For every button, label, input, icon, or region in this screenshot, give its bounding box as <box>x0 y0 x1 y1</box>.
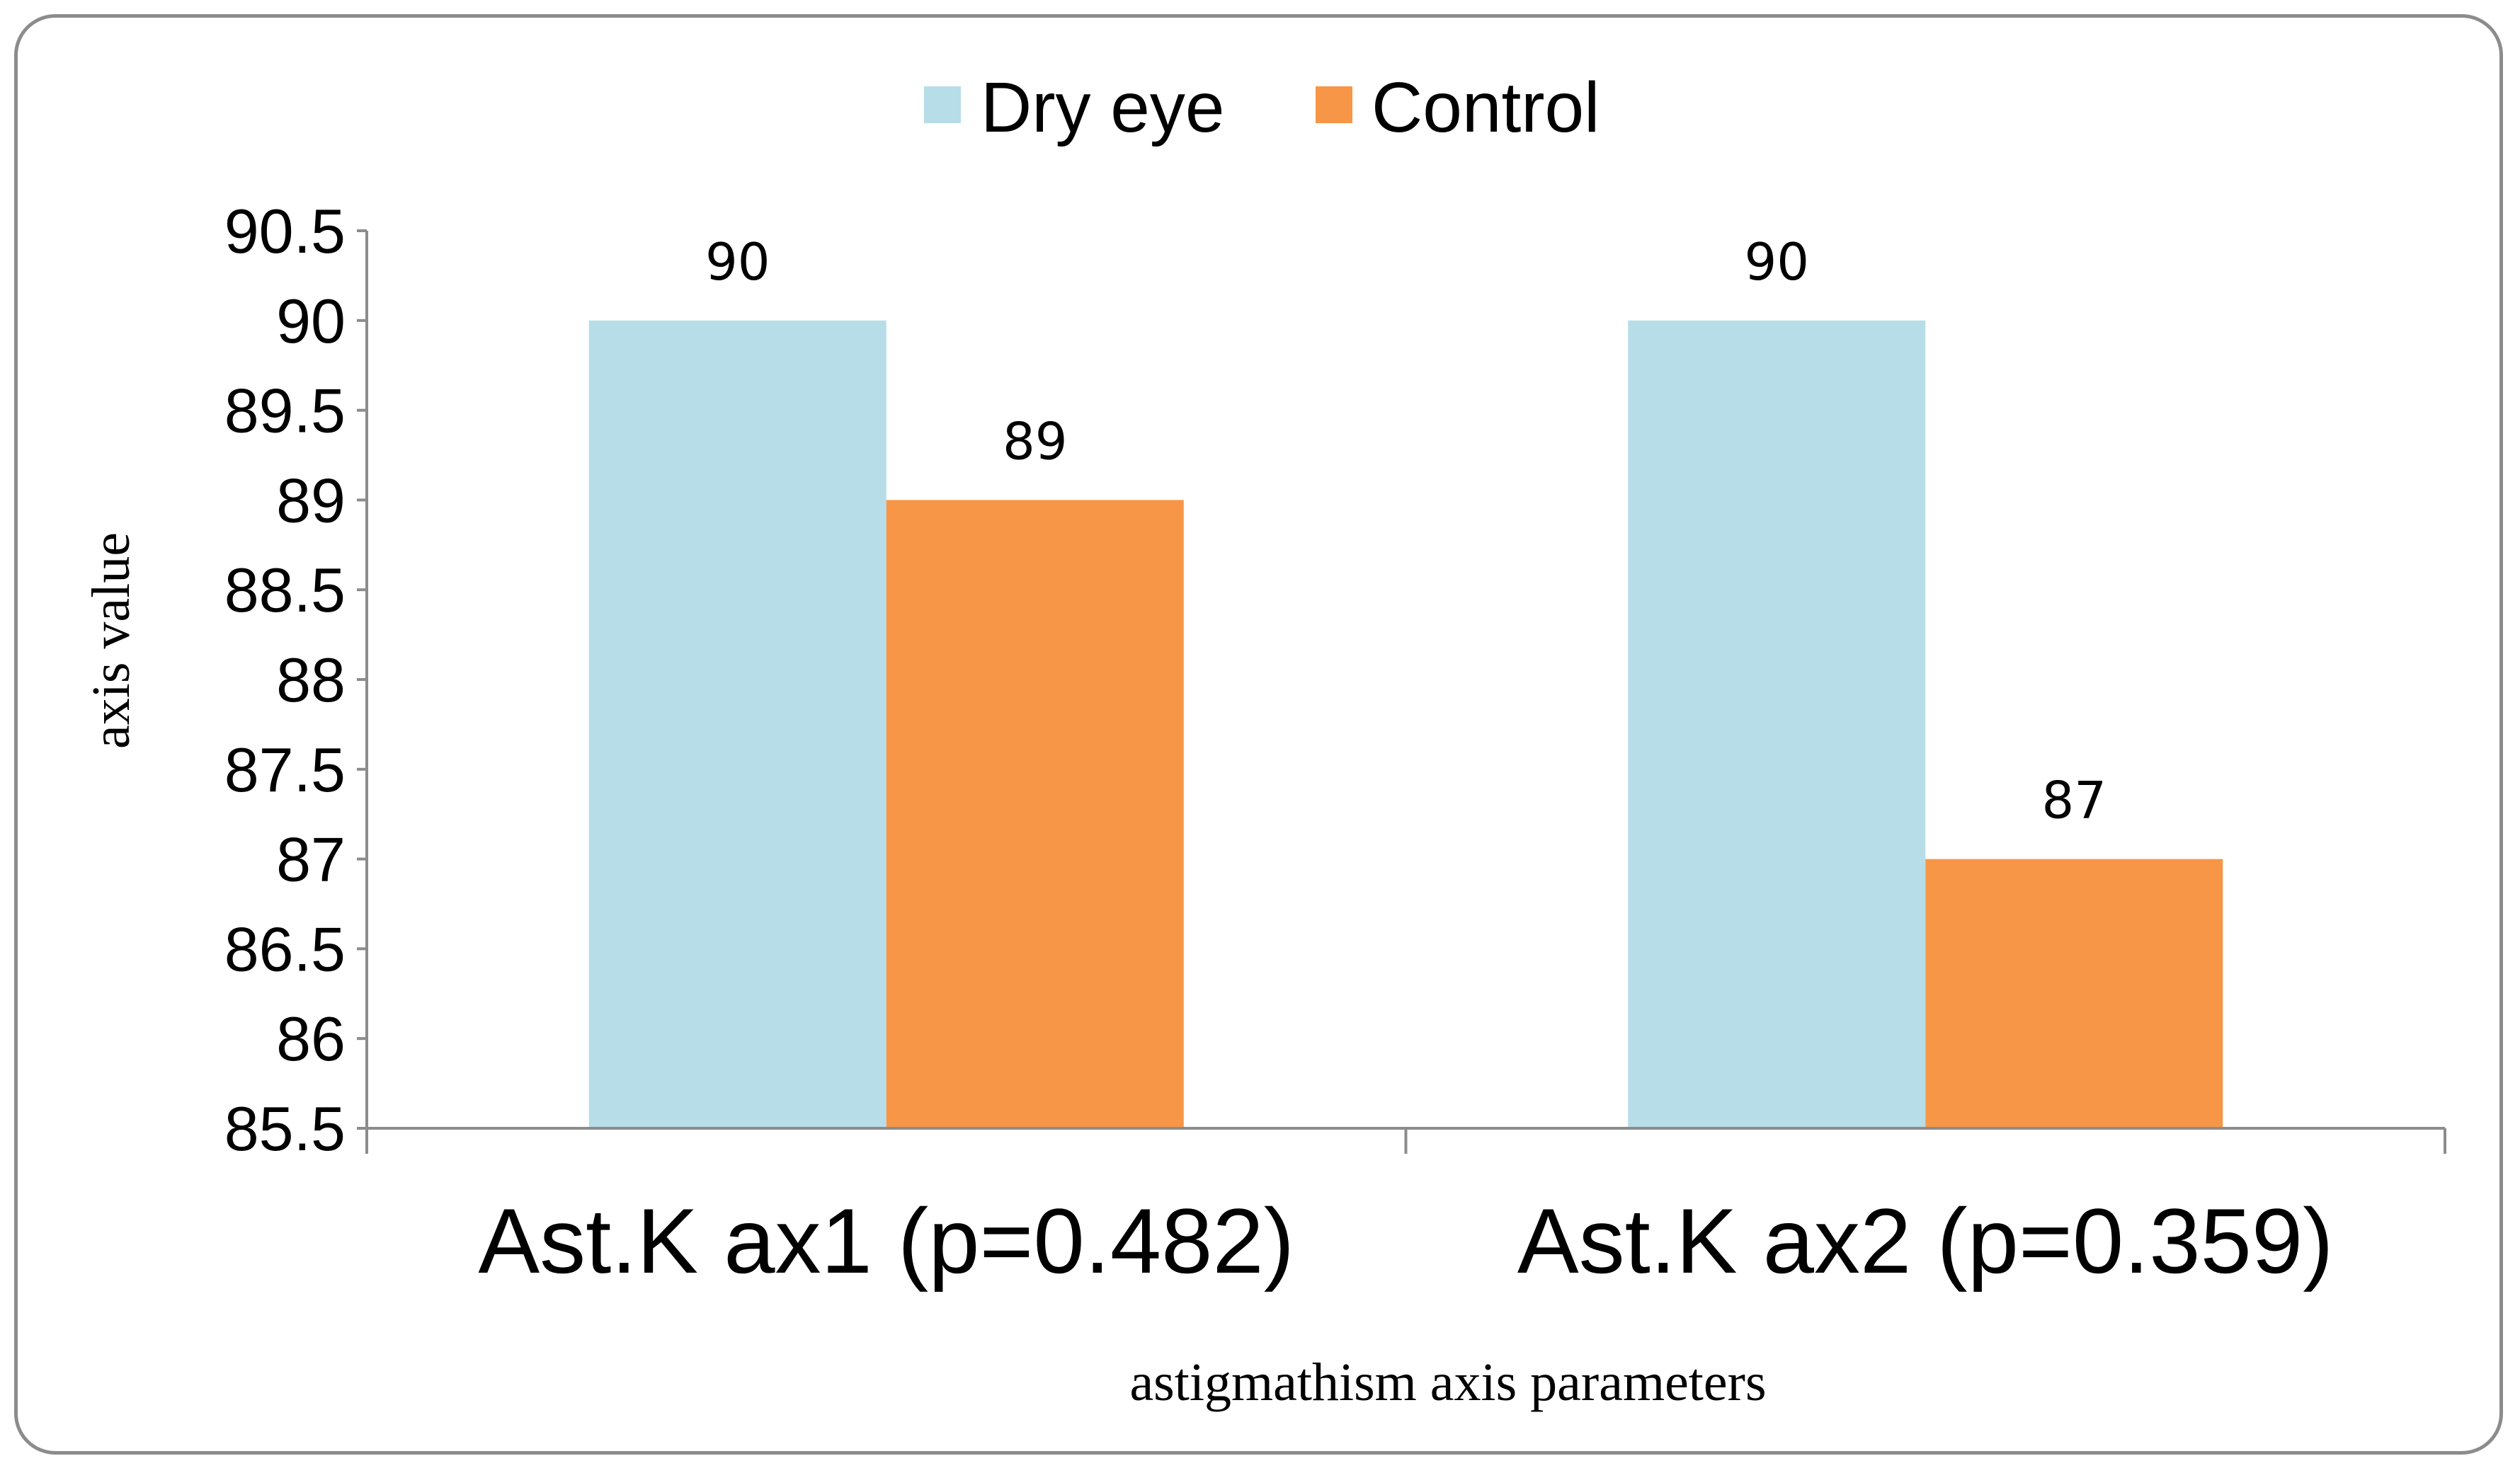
bar-control <box>1925 859 2223 1128</box>
data-labels: 90 89 90 87 <box>705 232 2106 830</box>
legend: Dry eye Control <box>924 68 1600 147</box>
data-label: 87 <box>2041 771 2106 830</box>
bars <box>588 320 2223 1128</box>
x-category-label: Ast.K ax2 (p=0.359) <box>1517 1189 2334 1293</box>
y-tick-label: 87.5 <box>224 735 346 805</box>
legend-swatch-dry-eye <box>924 86 961 123</box>
chart-frame <box>14 14 2503 1455</box>
y-tick-label: 90.5 <box>224 196 346 266</box>
x-axis-ticks <box>365 1128 2446 1154</box>
x-axis-categories: Ast.K ax1 (p=0.482) Ast.K ax2 (p=0.359) <box>478 1189 2333 1293</box>
y-tick-label: 89 <box>276 465 346 535</box>
legend-swatch-control <box>1316 86 1352 123</box>
y-tick-label: 86.5 <box>224 914 346 984</box>
y-tick-label: 87 <box>276 825 346 895</box>
data-label: 90 <box>1744 232 1809 292</box>
y-tick-label: 89.5 <box>224 376 346 446</box>
bar-dry-eye <box>588 320 886 1128</box>
legend-label-control: Control <box>1372 68 1600 147</box>
legend-label-dry-eye: Dry eye <box>981 68 1225 147</box>
y-tick-label: 86 <box>276 1004 346 1074</box>
bar-dry-eye <box>1628 320 1926 1128</box>
x-axis-title: astigmathism axis parameters <box>1129 1353 1766 1412</box>
x-category-label: Ast.K ax1 (p=0.482) <box>478 1189 1294 1293</box>
y-tick-label: 90 <box>276 286 346 356</box>
y-tick-label: 88.5 <box>224 555 346 625</box>
data-label: 89 <box>1003 411 1068 471</box>
y-tick-label: 85.5 <box>224 1094 346 1164</box>
y-tick-label: 88 <box>276 645 346 715</box>
data-label: 90 <box>705 232 770 292</box>
y-axis-title: axis value <box>81 532 141 749</box>
y-axis-ticks: 85.5 86 86.5 87 87.5 88 88.5 89 89.5 90 90.5 <box>224 196 367 1164</box>
bar-control <box>886 500 1184 1128</box>
